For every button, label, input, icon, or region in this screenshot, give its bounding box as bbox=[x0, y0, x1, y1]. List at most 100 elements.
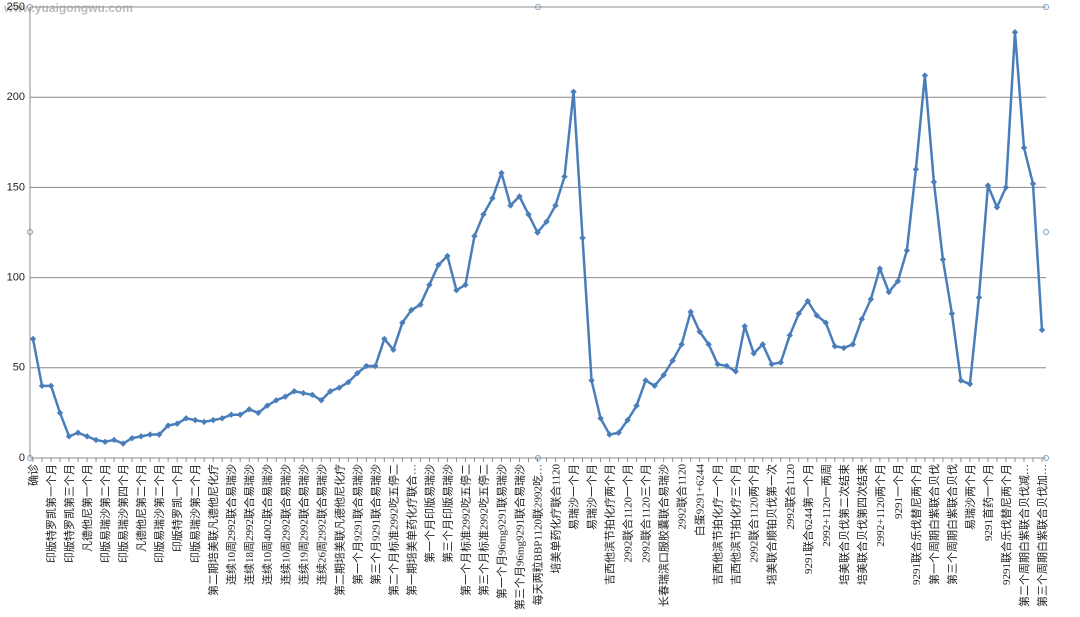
x-tick-label: 2992+1120一两周 bbox=[820, 464, 833, 547]
x-tick-label: 培美联合顺铂贝伐第一次 bbox=[765, 464, 779, 585]
x-tick-label: 吉西他滨节拍化疗两个月 bbox=[603, 464, 617, 585]
marker bbox=[255, 409, 262, 417]
x-tick-label: 连续19周2992联合易瑞沙 bbox=[296, 464, 310, 585]
marker bbox=[822, 319, 829, 326]
x-tick-label: 确诊 bbox=[26, 464, 40, 486]
marker bbox=[318, 397, 325, 404]
x-tick-label: 2992联合1120三个月 bbox=[639, 464, 653, 563]
marker bbox=[579, 234, 586, 242]
marker bbox=[426, 281, 433, 289]
marker bbox=[56, 409, 64, 417]
marker bbox=[200, 418, 208, 426]
marker bbox=[291, 388, 298, 395]
x-tick-label: 9291首药一个月 bbox=[981, 464, 995, 541]
marker bbox=[372, 362, 379, 370]
marker bbox=[777, 359, 784, 366]
marker bbox=[489, 195, 496, 202]
x-tick-label: 印版特罗凯第一个月 bbox=[44, 464, 58, 563]
marker bbox=[1011, 29, 1019, 36]
y-tick-label: 150 bbox=[7, 181, 25, 193]
x-tick-label: 9291联合乐伐替尼两个月 bbox=[909, 464, 923, 585]
marker bbox=[597, 415, 604, 422]
marker bbox=[561, 173, 568, 180]
marker bbox=[119, 440, 127, 447]
x-tick-label: 连续18周2992联合易瑞沙 bbox=[242, 464, 256, 585]
x-tick-label: 第一个月96mg9291联易瑞沙 bbox=[494, 464, 508, 599]
marker bbox=[732, 368, 739, 375]
x-tick-label: 凡德他尼第一个月 bbox=[80, 464, 94, 552]
marker bbox=[624, 416, 631, 424]
marker bbox=[858, 315, 866, 323]
x-tick-label: 凡德他尼第二个月 bbox=[134, 464, 148, 552]
marker bbox=[966, 380, 974, 388]
marker bbox=[750, 350, 757, 357]
marker bbox=[759, 341, 766, 348]
marker bbox=[903, 247, 911, 254]
marker bbox=[471, 232, 478, 240]
marker bbox=[164, 422, 172, 429]
x-tick-label: 第一期培美单药化疗联合… bbox=[404, 464, 418, 596]
marker bbox=[534, 229, 541, 236]
marker bbox=[182, 415, 190, 422]
x-tick-label: 2992联合1120 bbox=[783, 464, 797, 530]
marker bbox=[930, 178, 938, 186]
x-tick-label: 印版易瑞沙第二个月 bbox=[98, 464, 112, 563]
x-tick-label: 第三个周期白紫联合贝伐加… bbox=[1035, 464, 1049, 607]
marker bbox=[444, 252, 451, 260]
marker bbox=[678, 341, 685, 348]
x-tick-label: 第三个月标准2992吃五停二 bbox=[476, 464, 490, 596]
x-tick-label: 第一个月标准2992吃五停二 bbox=[458, 464, 472, 596]
x-tick-label: 印版易瑞沙第二个月 bbox=[188, 464, 202, 563]
marker bbox=[155, 431, 163, 438]
marker bbox=[83, 433, 91, 440]
marker bbox=[984, 182, 992, 189]
x-tick-label: 吉西他滨节拍化疗三个月 bbox=[729, 464, 743, 585]
marker bbox=[507, 202, 514, 209]
x-tick-label: 第二期培美联凡德他尼化疗 bbox=[332, 464, 346, 596]
marker bbox=[786, 332, 793, 339]
marker bbox=[615, 429, 622, 436]
x-tick-label: 9291联合6244第一个月 bbox=[801, 464, 815, 574]
marker bbox=[669, 357, 676, 364]
marker bbox=[38, 382, 46, 390]
marker bbox=[606, 431, 613, 438]
x-tick-label: 2992联合1120一个月 bbox=[621, 464, 635, 563]
marker bbox=[327, 388, 334, 395]
x-tick-label: 第二个周期白紫联合贝伐减… bbox=[1017, 464, 1031, 607]
marker bbox=[74, 429, 82, 436]
x-tick-label: 印版易瑞沙第四个月 bbox=[116, 464, 130, 563]
watermark: www.yuaigongwu.com bbox=[3, 1, 133, 15]
marker bbox=[462, 281, 469, 289]
marker bbox=[146, 431, 154, 438]
marker bbox=[381, 335, 388, 343]
marker bbox=[723, 362, 730, 370]
x-tick-label: 第三个月96mg9291联合易瑞沙 bbox=[512, 464, 526, 610]
marker bbox=[47, 382, 55, 390]
marker bbox=[921, 72, 929, 79]
x-tick-label: 9291联合乐伐替尼两个月 bbox=[999, 464, 1013, 585]
marker bbox=[408, 306, 415, 314]
y-tick-label: 100 bbox=[7, 272, 25, 284]
marker bbox=[354, 370, 361, 377]
marker bbox=[813, 312, 820, 319]
x-tick-label: 连续10周2992联合易瑞沙 bbox=[278, 464, 292, 585]
y-tick-label: 50 bbox=[13, 362, 25, 374]
marker bbox=[399, 319, 406, 326]
marker bbox=[480, 211, 487, 218]
x-tick-label: 印版易瑞沙第二个月 bbox=[152, 464, 166, 563]
x-tick-label: 每天两粒BBP1120联2992吃… bbox=[531, 464, 545, 605]
marker bbox=[363, 362, 370, 370]
x-tick-label: 第三个月印版易瑞沙 bbox=[440, 464, 454, 563]
marker bbox=[273, 397, 280, 404]
marker bbox=[227, 411, 235, 418]
marker bbox=[588, 377, 595, 384]
marker bbox=[741, 323, 748, 330]
marker bbox=[300, 389, 307, 397]
marker bbox=[264, 402, 271, 409]
y-tick-label: 0 bbox=[19, 452, 25, 464]
marker bbox=[65, 433, 73, 440]
x-tick-label: 易瑞沙两个月 bbox=[963, 464, 977, 530]
x-tick-label: 第一个周期白紫联合贝伐 bbox=[927, 464, 941, 585]
